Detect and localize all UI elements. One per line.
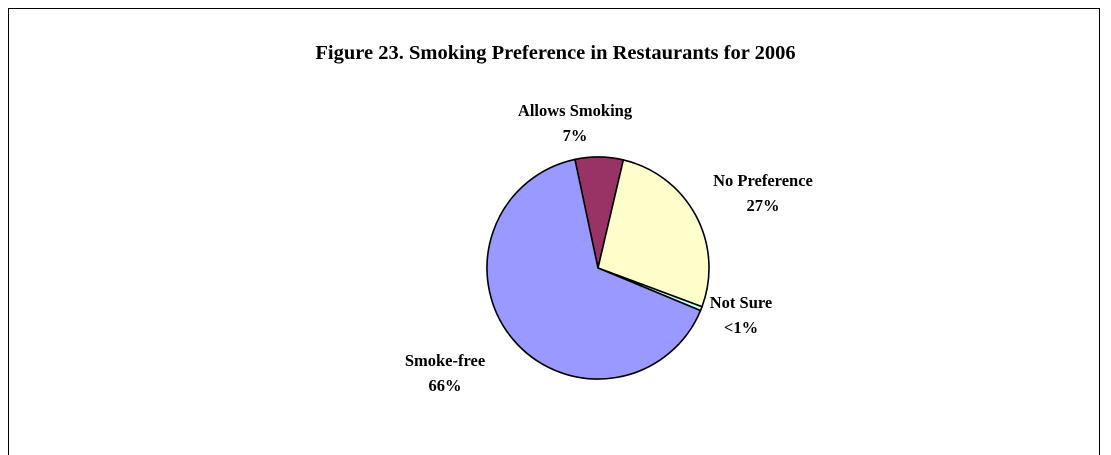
pie-slice-no-preference [597, 158, 710, 308]
chart-title: Figure 23. Smoking Preference in Restaur… [315, 42, 796, 64]
slice-label: Smoke-free [405, 351, 485, 370]
slice-value-label: 7% [563, 126, 588, 145]
slice-label: Allows Smoking [518, 101, 633, 120]
slice-value-label: 27% [747, 196, 780, 215]
pie-slice-smoke-free [486, 158, 702, 380]
chart-frame [8, 8, 1100, 455]
slice-value-label: 66% [429, 376, 462, 395]
slice-value-label: <1% [724, 318, 758, 337]
slice-label: No Preference [713, 171, 813, 190]
slice-label: Not Sure [710, 293, 773, 312]
